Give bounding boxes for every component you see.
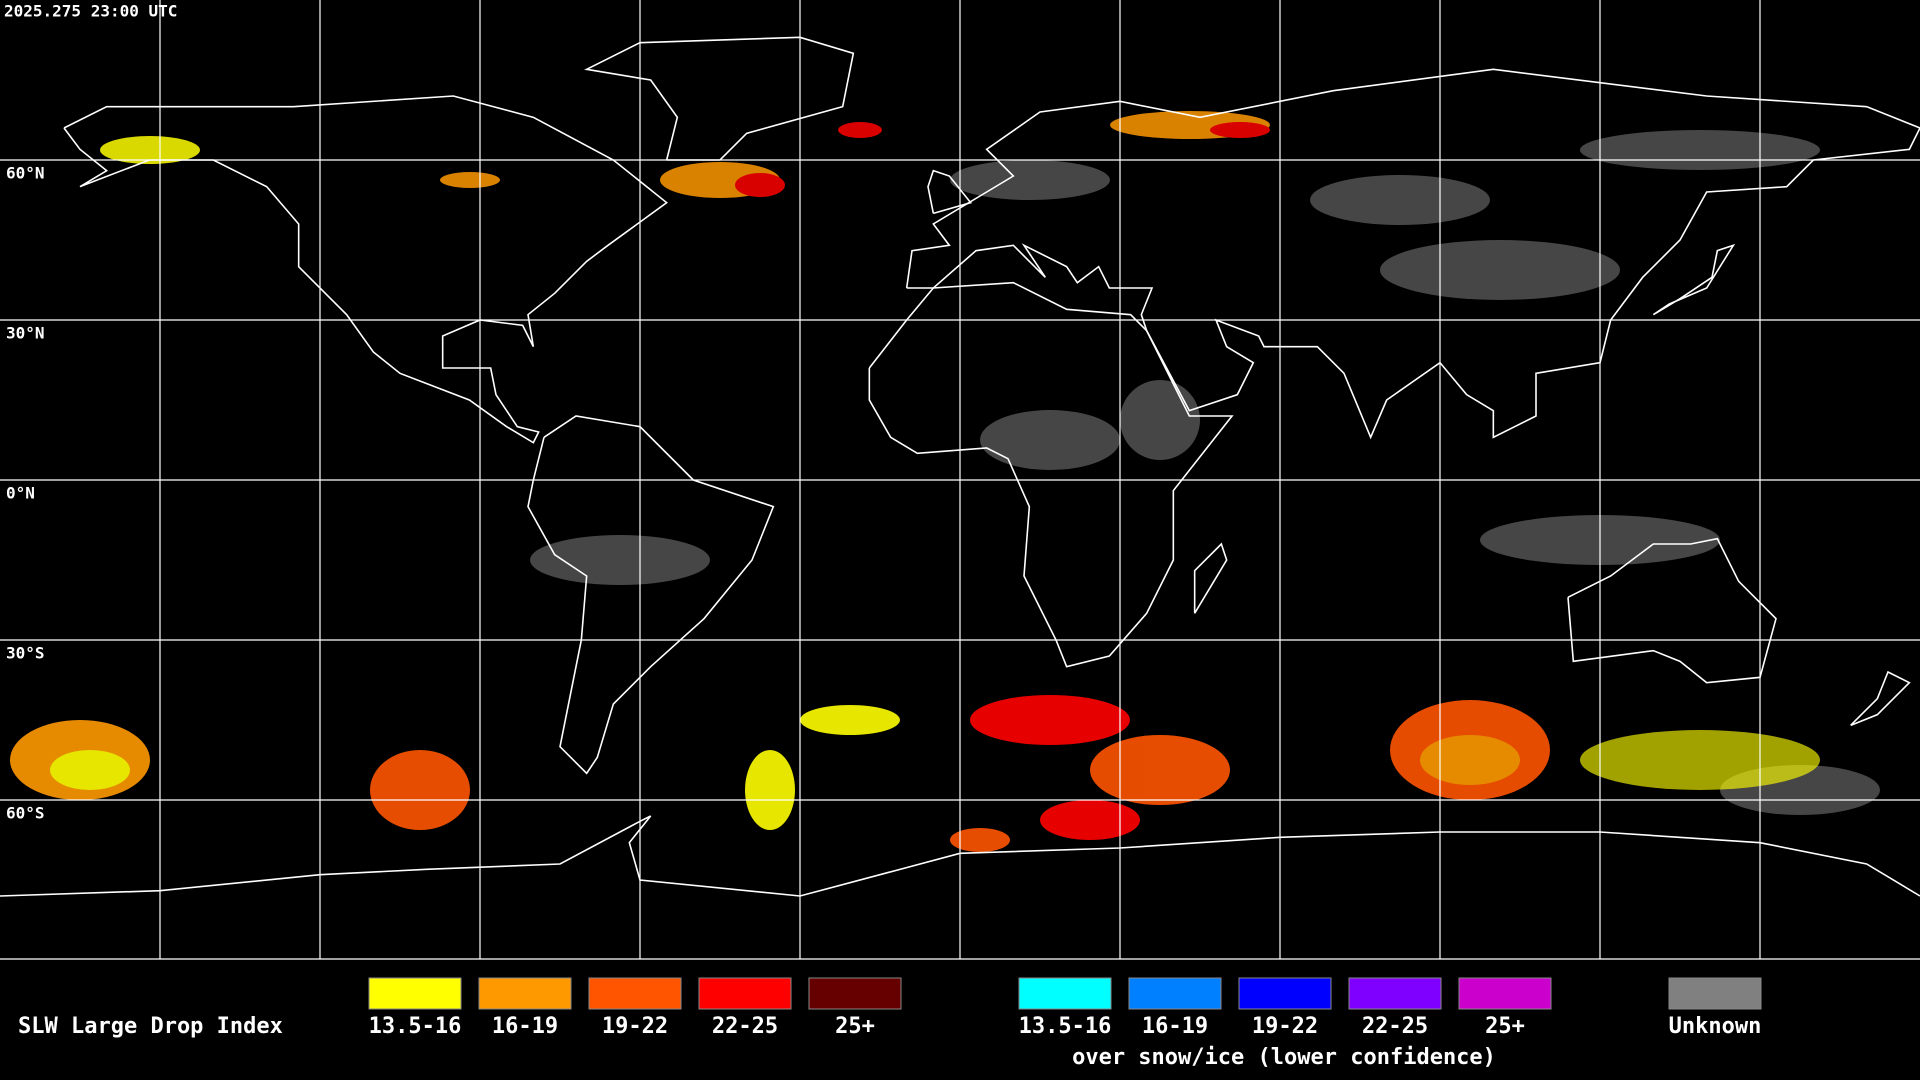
legend-swatch	[588, 977, 682, 1010]
coastline	[927, 169, 973, 215]
legend-swatch	[1458, 977, 1552, 1010]
legend-label: 19-22	[1252, 1014, 1318, 1039]
latitude-label: 60°N	[6, 164, 45, 183]
coastline	[1850, 670, 1911, 727]
legend-swatch	[808, 977, 902, 1010]
legend-label: 25+	[835, 1014, 875, 1039]
legend-label: 16-19	[492, 1014, 558, 1039]
latitude-label: 30°N	[6, 324, 45, 343]
legend-swatch	[1238, 977, 1332, 1010]
legend-label: 22-25	[1362, 1014, 1428, 1039]
legend-label: 22-25	[712, 1014, 778, 1039]
graticule	[0, 0, 1920, 959]
legend-label: 13.5-16	[369, 1014, 462, 1039]
legend-swatch	[1668, 977, 1762, 1010]
legend-swatch	[1018, 977, 1112, 1010]
coastline	[0, 815, 1920, 897]
coastline	[868, 281, 1234, 668]
latitude-label: 30°S	[6, 644, 45, 663]
legend: 13.5-16 16-19 19-22 22-25 25+ 13.5-16 16-19 19-…	[368, 977, 1762, 1039]
coastline	[1193, 542, 1228, 614]
legend-label: Unknown	[1669, 1014, 1762, 1039]
timestamp: 2025.275 23:00 UTC	[4, 2, 177, 21]
legend-swatch	[1128, 977, 1222, 1010]
coastline	[905, 68, 1920, 440]
legend-label: 16-19	[1142, 1014, 1208, 1039]
legend-label: 25+	[1485, 1014, 1525, 1039]
legend-swatch	[368, 977, 462, 1010]
snow-ice-caption: over snow/ice (lower confidence)	[1072, 1045, 1496, 1070]
legend-title: SLW Large Drop Index	[18, 1014, 283, 1039]
legend-label: 13.5-16	[1019, 1014, 1112, 1039]
legend-swatch	[478, 977, 572, 1010]
coastline	[1652, 243, 1736, 316]
latitude-labels: 60°N 30°N 0°N 30°S 60°S	[6, 164, 45, 823]
legend-swatch	[698, 977, 792, 1010]
latitude-label: 60°S	[6, 804, 45, 823]
latitude-label: 0°N	[6, 484, 35, 503]
legend-label: 19-22	[602, 1014, 668, 1039]
coastline	[1567, 537, 1777, 684]
legend-swatch	[1348, 977, 1442, 1010]
